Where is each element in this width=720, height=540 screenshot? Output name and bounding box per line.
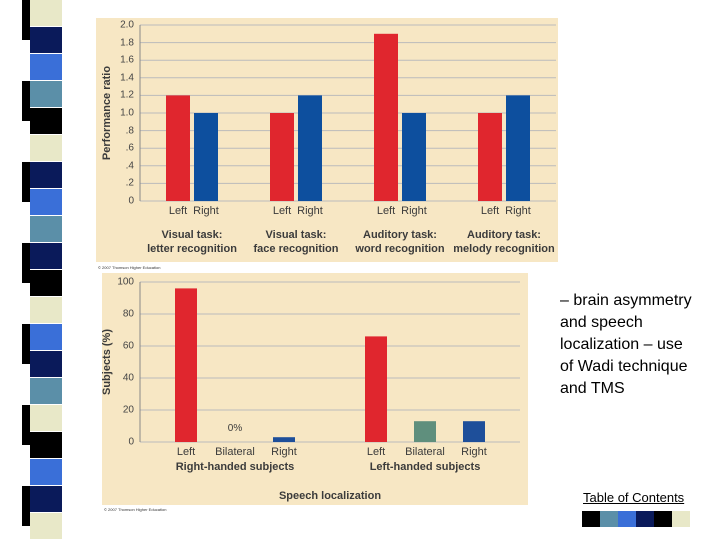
bar	[166, 95, 190, 201]
deco-square	[672, 511, 690, 527]
bar	[194, 113, 218, 201]
deco-square	[618, 511, 636, 527]
bar	[463, 421, 485, 442]
deco-square	[30, 81, 62, 107]
group-label: Left-handed subjects	[369, 461, 481, 473]
deco-bar	[22, 405, 30, 445]
deco-square	[654, 511, 672, 527]
credit: © 2007 Thomson Higher Education	[98, 265, 161, 270]
y-tick-label: 60	[122, 340, 134, 352]
toc-link[interactable]: Table of Contents	[583, 490, 685, 505]
deco-square	[30, 216, 62, 242]
y-tick-label: .6	[125, 142, 134, 154]
bar	[365, 336, 387, 442]
series-label: Left	[272, 205, 292, 217]
series-label: Right	[401, 205, 427, 217]
x-tick-label: Right	[271, 446, 297, 458]
bar	[374, 33, 398, 201]
deco-square	[30, 162, 62, 188]
bar	[175, 288, 197, 442]
y-tick-label: 1.0	[120, 107, 134, 119]
deco-square	[30, 135, 62, 161]
deco-square	[582, 511, 600, 527]
y-tick-label: 0	[128, 195, 134, 207]
series-label: Right	[297, 205, 323, 217]
slide-text: – brain asymmetry and speech localizatio…	[560, 292, 692, 397]
series-label: Left	[376, 205, 396, 217]
y-tick-label: 2.0	[120, 19, 134, 31]
series-label: Left	[480, 205, 500, 217]
deco-square	[30, 459, 62, 485]
credit: © 2007 Thomson Higher Education	[104, 507, 167, 512]
deco-square	[600, 511, 618, 527]
x-tick-label: Left	[366, 446, 386, 458]
bar	[414, 421, 436, 442]
y-tick-label: 1.6	[120, 54, 134, 66]
deco-square	[30, 432, 62, 458]
series-label: Right	[505, 205, 531, 217]
deco-square	[30, 297, 62, 323]
deco-square	[30, 0, 62, 26]
y-tick-label: 0	[128, 436, 134, 448]
x-axis-label: Speech localization	[278, 490, 382, 502]
y-tick-label: 1.2	[120, 89, 134, 101]
series-label: Left	[168, 205, 188, 217]
deco-square	[30, 324, 62, 350]
deco-square	[30, 513, 62, 539]
y-tick-label: .2	[125, 177, 134, 189]
y-tick-label: .4	[125, 160, 134, 172]
deco-square	[30, 108, 62, 134]
deco-bar	[22, 243, 30, 283]
deco-bar	[22, 324, 30, 364]
x-tick-label: Right	[461, 446, 487, 458]
deco-square	[30, 378, 62, 404]
y-tick-label: 20	[122, 404, 134, 416]
category-label: Auditory task: melody recognition	[453, 229, 555, 255]
deco-square	[30, 486, 62, 512]
y-tick-label: 100	[117, 276, 134, 288]
y-tick-label: 40	[122, 372, 134, 384]
value-label: 0%	[227, 423, 243, 434]
category-label: Visual task: letter recognition	[147, 229, 237, 255]
deco-bar	[22, 486, 30, 526]
deco-bar	[22, 81, 30, 121]
deco-square	[636, 511, 654, 527]
group-label: Right-handed subjects	[175, 461, 295, 473]
y-axis-label: Subjects (%)	[101, 328, 113, 396]
x-tick-label: Left	[176, 446, 196, 458]
y-tick-label: 1.4	[120, 72, 134, 84]
deco-bar	[22, 0, 30, 40]
deco-square	[30, 243, 62, 269]
bar	[298, 95, 322, 201]
y-tick-label: 80	[122, 308, 134, 320]
deco-square	[30, 189, 62, 215]
bar	[478, 113, 502, 201]
deco-square	[30, 270, 62, 296]
deco-square	[690, 511, 708, 527]
x-tick-label: Bilateral	[405, 446, 445, 458]
deco-square	[30, 54, 62, 80]
series-label: Right	[193, 205, 219, 217]
category-label: Visual task: face recognition	[253, 229, 339, 255]
bar	[506, 95, 530, 201]
category-label: Auditory task: word recognition	[355, 229, 445, 255]
deco-bar	[22, 162, 30, 202]
bar	[402, 113, 426, 201]
bar	[270, 113, 294, 201]
deco-square	[30, 27, 62, 53]
x-tick-label: Bilateral	[215, 446, 255, 458]
deco-square	[30, 405, 62, 431]
y-tick-label: 1.8	[120, 37, 134, 49]
chart-panel	[102, 273, 528, 505]
y-axis-label: Performance ratio	[101, 65, 113, 161]
y-tick-label: .8	[125, 125, 134, 137]
bar	[273, 437, 295, 442]
deco-square	[30, 351, 62, 377]
